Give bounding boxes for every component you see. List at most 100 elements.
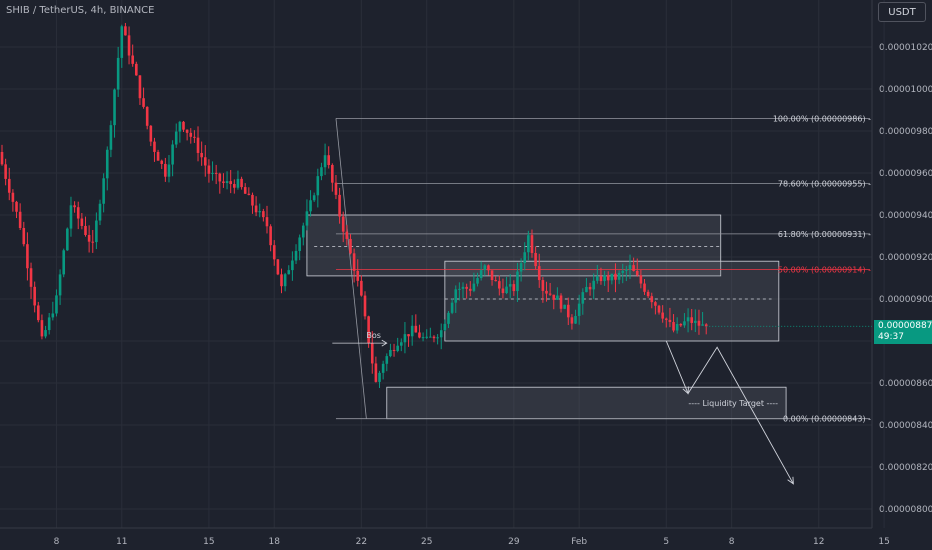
fib-level-label: 50.00% (0.00000914) - [778, 266, 871, 275]
candle-body [185, 129, 189, 133]
candle-body [37, 305, 40, 321]
candle-body [679, 324, 683, 326]
candle-body [596, 276, 599, 281]
liquidity-target-label: ---- Liquidity Target ---- [688, 399, 778, 408]
y-tick-label: 0.00000820 [879, 463, 932, 473]
candle-body [269, 226, 272, 246]
candle-body [305, 211, 309, 226]
candle-body [574, 315, 577, 324]
candle-body [182, 121, 185, 130]
candle-body [291, 260, 294, 271]
candle-body [127, 35, 131, 56]
candle-body [254, 205, 258, 213]
candle-body [189, 132, 193, 137]
candle-body [4, 164, 7, 179]
candle-body [7, 178, 11, 193]
candle-body [211, 172, 214, 174]
candle-body [323, 155, 327, 168]
candle-body [392, 349, 396, 351]
candle-body [686, 317, 690, 322]
candle-body [225, 181, 229, 183]
candle-body [164, 163, 167, 177]
candle-body [588, 286, 592, 290]
candle-body [461, 286, 465, 289]
candle-body [91, 241, 95, 243]
x-tick-label: 29 [508, 537, 520, 547]
candle-body [240, 178, 243, 188]
candle-body [338, 194, 341, 217]
candle-body [331, 165, 334, 183]
chart-title: SHIB / TetherUS, 4h, BINANCE [6, 5, 155, 16]
candle-body [265, 217, 269, 227]
candle-body [236, 178, 240, 188]
y-tick-label: 0.00000920 [879, 253, 932, 263]
candle-body [523, 252, 527, 264]
y-tick-label: 0.00000940 [879, 211, 932, 221]
candle-body [479, 270, 483, 279]
candle-body [436, 337, 439, 339]
candle-body [26, 244, 29, 269]
candle-body [621, 270, 625, 273]
candle-body [661, 312, 664, 319]
candle-body [414, 325, 418, 333]
candle-body [222, 181, 225, 183]
candle-body [105, 149, 109, 179]
x-tick-label: 5 [663, 537, 669, 547]
candle-body [472, 283, 476, 291]
candle-body [617, 272, 621, 280]
candle-body [109, 125, 113, 150]
candle-body [334, 182, 338, 195]
candle-body [654, 302, 657, 306]
candle-body [84, 225, 87, 235]
candle-body [628, 265, 632, 270]
candle-body [606, 275, 610, 281]
currency-button[interactable]: USDT [878, 2, 926, 22]
y-tick-label: 0.00001020 [879, 43, 932, 53]
y-tick-label: 0.00000960 [879, 169, 932, 179]
candle-body [233, 184, 236, 188]
candle-body [113, 89, 116, 126]
candle-body [494, 280, 497, 282]
candle-body [508, 284, 512, 287]
candle-body [280, 274, 283, 287]
candle-body [18, 211, 22, 229]
candle-body [668, 319, 672, 323]
candle-body [44, 330, 47, 337]
candle-body [196, 137, 200, 153]
candle-body [570, 317, 574, 324]
candle-body [294, 250, 298, 261]
candle-body [450, 302, 454, 313]
candle-body [429, 336, 432, 338]
candle-body [577, 303, 581, 316]
candle-body [646, 291, 650, 297]
candle-body [124, 26, 127, 36]
candle-body [400, 342, 403, 346]
candle-body [15, 201, 18, 212]
candle-body [410, 325, 414, 337]
candle-body [316, 176, 320, 196]
candle-body [203, 157, 207, 166]
candle-body [512, 284, 516, 292]
candle-body [643, 283, 646, 292]
x-tick-label: 18 [269, 537, 281, 547]
candle-body [22, 228, 26, 245]
candle-body [541, 280, 545, 291]
candle-body [530, 235, 534, 253]
candle-body [171, 144, 174, 165]
candle-body [374, 363, 378, 382]
candle-body [95, 220, 98, 243]
candle-body [135, 63, 138, 76]
candle-body [566, 304, 570, 318]
candle-body [73, 205, 76, 208]
bos-arrowhead [381, 339, 388, 347]
candle-body [40, 320, 44, 337]
candle-body [345, 231, 349, 239]
candle-body [262, 211, 265, 218]
candle-body [352, 253, 356, 271]
candle-body [207, 165, 211, 174]
candle-body [258, 211, 262, 213]
candle-body [614, 273, 617, 280]
projection-arrow-first [682, 386, 689, 395]
candle-body [309, 200, 312, 212]
